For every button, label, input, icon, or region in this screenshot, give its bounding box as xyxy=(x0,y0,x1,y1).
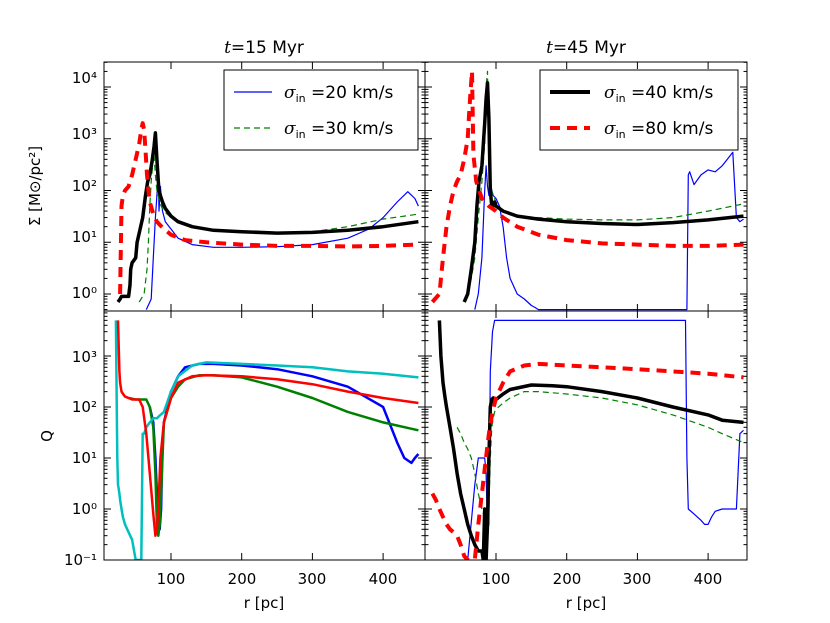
y-tick-label-top-4: 10⁴ xyxy=(72,69,97,87)
series-line-panel3-3 xyxy=(430,361,744,560)
y-tick-label-top-3: 10³ xyxy=(72,125,97,143)
x-tick-label-left-200: 200 xyxy=(228,570,257,588)
y-tick-label-top-1: 10¹ xyxy=(72,228,97,246)
x-tick-label-right-100: 100 xyxy=(482,570,511,588)
series-line-panel0-2 xyxy=(116,131,419,304)
y-axis-label-bottom: Q xyxy=(38,430,56,442)
legend-label-sigma80: σin =80 km/s xyxy=(604,119,713,141)
legend-right: σin =40 km/s σin =80 km/s xyxy=(539,69,739,151)
series-line-panel0-3 xyxy=(118,121,419,295)
series-line-panel2-3 xyxy=(116,320,419,537)
series-line-panel1-3 xyxy=(430,69,744,304)
legend-box-left xyxy=(223,69,419,151)
y-tick-label-bottom-0: 10⁻¹ xyxy=(64,551,97,569)
x-tick-label-left-300: 300 xyxy=(298,570,327,588)
x-axis-label-right: r [pc] xyxy=(566,594,606,612)
series-line-panel2-1 xyxy=(128,373,419,537)
y-tick-label-top-0: 10⁰ xyxy=(72,284,97,302)
legend-box-right xyxy=(539,69,739,151)
tick-marks xyxy=(104,61,747,561)
y-tick-label-top-2: 10² xyxy=(72,177,97,195)
x-tick-label-right-200: 200 xyxy=(553,570,582,588)
series-line-panel2-2 xyxy=(114,320,419,560)
x-tick-label-left-100: 100 xyxy=(157,570,186,588)
series-line-panel3-0 xyxy=(467,319,744,560)
series-layer-sigma-t15 xyxy=(116,121,419,310)
legend-label-sigma20: σin =20 km/s xyxy=(284,83,393,105)
series-line-panel3-1 xyxy=(456,391,744,530)
series-layer-q-t15 xyxy=(114,320,420,560)
x-tick-label-left-400: 400 xyxy=(369,570,398,588)
series-line-panel0-1 xyxy=(138,153,419,303)
series-layer-q-t45 xyxy=(430,319,744,560)
legend-left: σin =20 km/s σin =30 km/s xyxy=(223,69,419,151)
series-layer-sigma-t45 xyxy=(430,69,744,311)
y-tick-label-bottom-3: 10² xyxy=(72,398,97,416)
panel-title-left: t=15 Myr xyxy=(224,38,304,58)
x-tick-label-right-400: 400 xyxy=(694,570,723,588)
y-tick-label-bottom-4: 10³ xyxy=(72,348,97,366)
series-line-panel1-0 xyxy=(474,151,744,311)
axes-frame-bottom-left xyxy=(103,310,426,561)
x-axis-label-left: r [pc] xyxy=(244,594,284,612)
series-line-panel3-2 xyxy=(437,320,744,560)
x-tick-label-right-300: 300 xyxy=(623,570,652,588)
y-tick-label-bottom-2: 10¹ xyxy=(72,449,97,467)
panel-title-right: t=45 Myr xyxy=(546,38,626,58)
axes-frame-bottom-right xyxy=(424,310,748,561)
legend-label-sigma40: σin =40 km/s xyxy=(604,83,713,105)
y-axis-label-top: Σ [M⊙/pc²] xyxy=(26,146,44,226)
y-tick-label-bottom-1: 10⁰ xyxy=(72,500,97,518)
legend-label-sigma30: σin =30 km/s xyxy=(284,119,393,141)
